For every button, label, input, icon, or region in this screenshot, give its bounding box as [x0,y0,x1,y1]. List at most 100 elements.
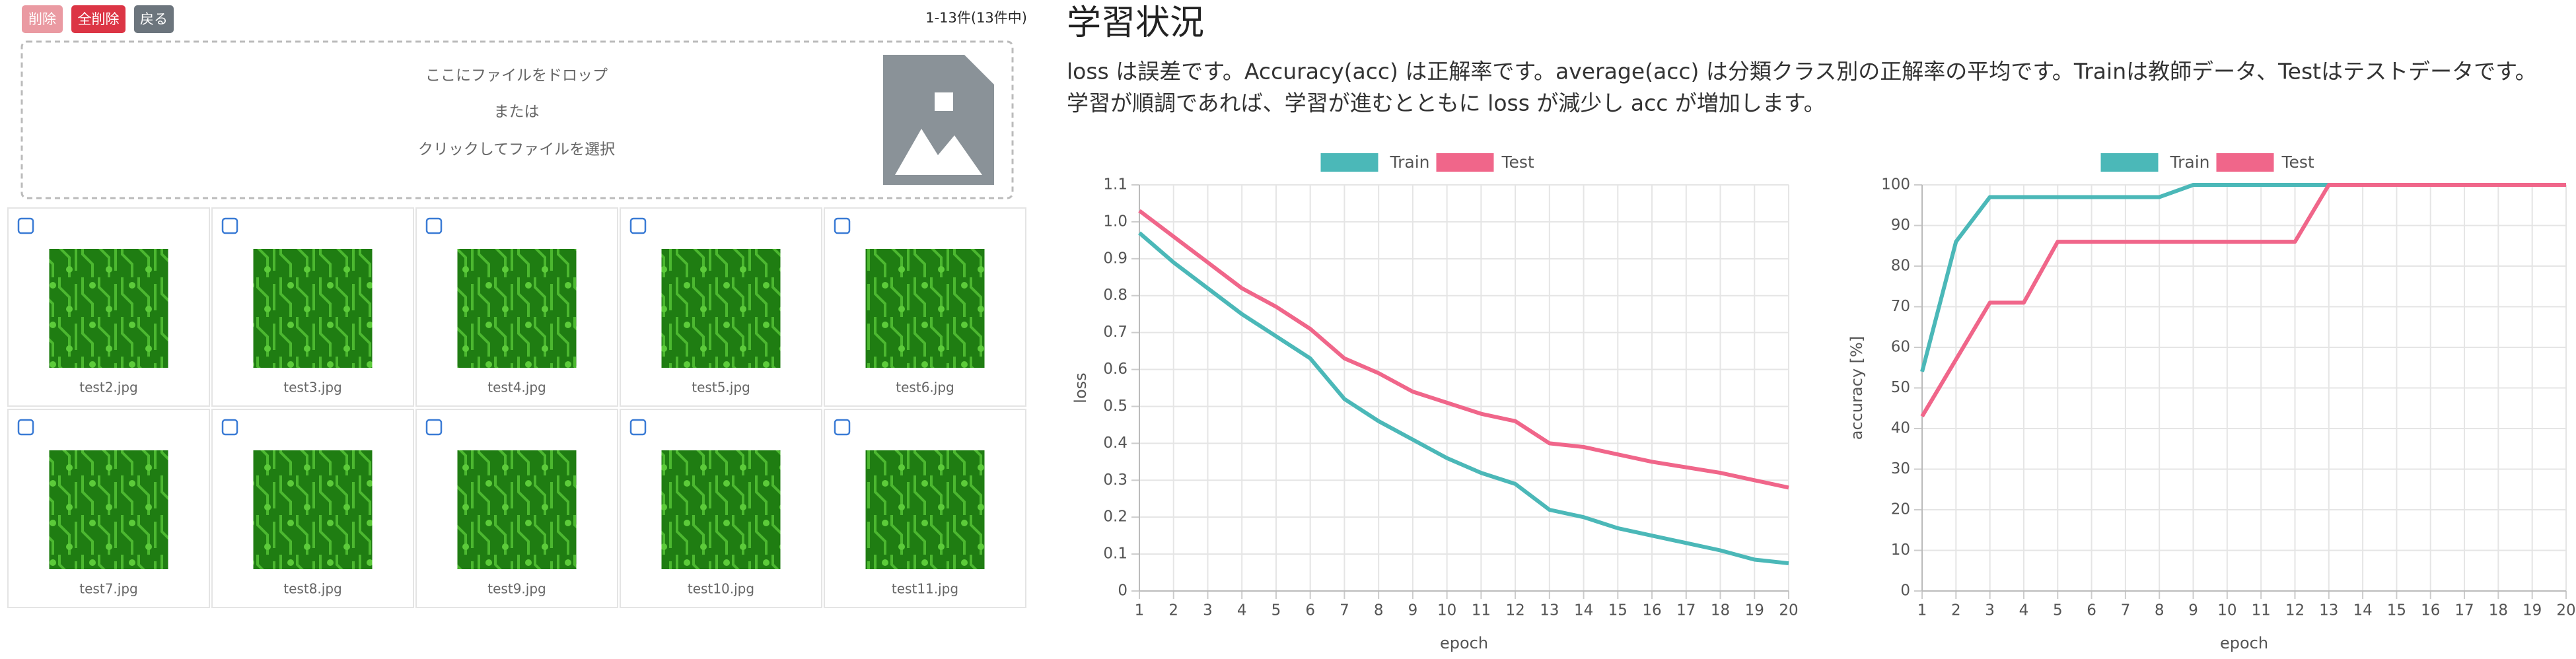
x-tick-label: 5 [2053,602,2063,619]
x-tick-label: 15 [1608,602,1628,619]
x-tick-label: 20 [2556,602,2575,619]
button-label: 削除 [28,11,56,27]
y-tick-label: 90 [1891,217,1910,234]
y-tick-label: 80 [1891,258,1910,275]
checkbox[interactable] [629,419,647,436]
y-axis-label: loss [1071,372,1090,403]
x-tick-label: 9 [1408,602,1418,619]
thumbnail[interactable] [457,450,577,569]
legend-label: Test [1501,153,1534,172]
checkbox[interactable] [425,217,443,234]
y-tick-label: 20 [1891,501,1910,518]
x-tick-label: 8 [1374,602,1384,619]
button[interactable] [71,5,125,33]
thumbnail[interactable] [457,249,577,368]
thumbnail[interactable] [661,450,781,569]
legend-label: Test [2281,153,2314,172]
line [1920,183,2566,418]
x-tick-label: 11 [1472,602,1491,619]
x-tick-label: 16 [2421,602,2440,619]
file-card[interactable] [7,207,210,407]
thumbnail[interactable] [253,450,373,569]
x-tick-label: 6 [2087,602,2096,619]
file-name: test7.jpg [79,581,137,597]
x-tick-label: 14 [2353,602,2372,619]
x-tick-label: 2 [1168,602,1178,619]
x-tick-label: 11 [2252,602,2271,619]
dropzone-text: または [494,104,540,121]
y-tick-label: 0.3 [1103,471,1127,489]
checkbox[interactable] [221,419,238,436]
x-tick-label: 19 [2522,602,2542,619]
y-tick-label: 0 [1118,582,1127,600]
file-name: test9.jpg [487,581,546,597]
legend-swatch[interactable] [2216,153,2274,172]
x-tick-label: 17 [2454,602,2474,619]
y-tick-label: 0.7 [1103,324,1127,341]
x-tick-label: 15 [2387,602,2406,619]
x-tick-label: 3 [1203,602,1213,619]
x-axis-label: epoch [2220,634,2268,652]
file-name: test5.jpg [692,380,750,396]
y-axis-label: accuracy [%] [1847,336,1866,440]
x-tick-label: 8 [2155,602,2165,619]
file-name: test10.jpg [688,581,754,597]
line [1138,209,1789,490]
x-tick-label: 20 [1779,602,1798,619]
description: loss は誤差です。Accuracy(acc) は正解率です。average(… [1067,59,2537,85]
x-tick-label: 12 [1505,602,1524,619]
checkbox[interactable] [629,217,647,234]
line [1138,231,1789,566]
y-tick-label: 0.9 [1103,250,1127,267]
dropzone-text: ここにファイルをドロップ [425,67,608,85]
legend-swatch[interactable] [1320,153,1378,172]
file-name: test6.jpg [896,380,954,396]
x-tick-label: 6 [1305,602,1315,619]
y-tick-label: 70 [1891,298,1910,315]
file-name: test3.jpg [283,380,341,396]
thumbnail[interactable] [865,249,985,368]
dropzone[interactable] [20,40,1014,199]
x-tick-label: 4 [2019,602,2029,619]
checkbox[interactable] [17,217,34,234]
y-tick-label: 100 [1881,176,1910,193]
y-tick-label: 0.6 [1103,361,1127,378]
y-tick-label: 40 [1891,420,1910,437]
legend-label: Train [1390,153,1430,172]
x-tick-label: 2 [1951,602,1961,619]
x-tick-label: 4 [1237,602,1247,619]
checkbox[interactable] [834,217,851,234]
x-tick-label: 17 [1676,602,1696,619]
x-tick-label: 14 [1574,602,1593,619]
file-name: test2.jpg [79,380,137,396]
button[interactable] [22,5,63,33]
y-tick-label: 1.0 [1103,213,1127,230]
button-label: 全削除 [78,11,120,27]
y-tick-label: 10 [1891,541,1910,559]
x-tick-label: 7 [2121,602,2131,619]
thumbnail[interactable] [253,249,373,368]
x-tick-label: 18 [2489,602,2508,619]
legend-swatch[interactable] [1436,153,1494,172]
checkbox[interactable] [17,419,34,436]
thumbnail[interactable] [865,450,985,569]
checkbox[interactable] [834,419,851,436]
thumbnail[interactable] [49,249,168,368]
checkbox[interactable] [425,419,443,436]
line [1920,183,2566,372]
thumbnail[interactable] [49,450,168,569]
file-name: test11.jpg [892,581,958,597]
checkbox[interactable] [221,217,238,234]
x-tick-label: 13 [2319,602,2338,619]
y-tick-label: 1.1 [1103,176,1127,193]
thumbnail[interactable] [661,249,781,368]
button-label: 戻る [140,11,168,27]
x-tick-label: 5 [1271,602,1281,619]
legend-swatch[interactable] [2100,153,2159,172]
file-count: 1-13件(13件中) [925,10,1027,26]
y-tick-label: 50 [1891,379,1910,396]
dropzone-icon [883,55,994,185]
button[interactable] [134,5,174,33]
x-tick-label: 1 [1135,602,1145,619]
